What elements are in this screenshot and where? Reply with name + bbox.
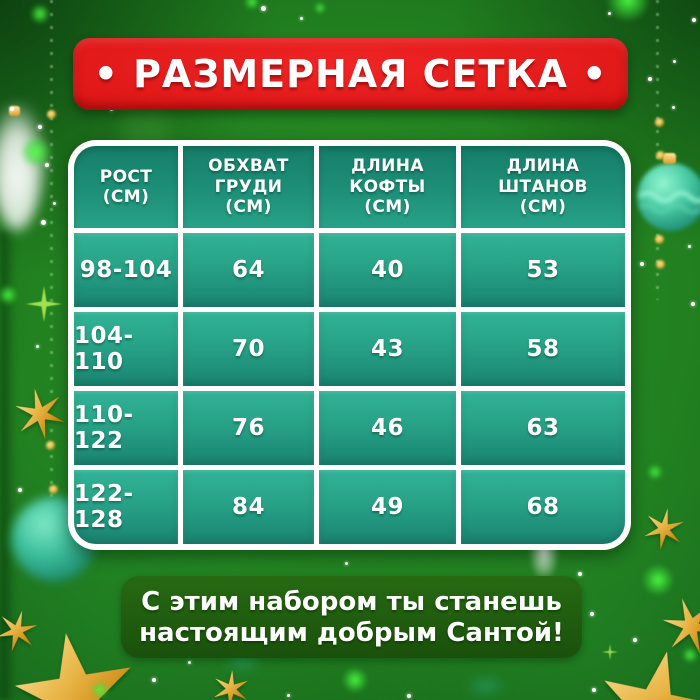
table-header-chest: ОБХВАТ ГРУДИ (СМ) [183, 146, 314, 228]
table-cell: 64 [183, 233, 314, 307]
size-table: РОСТ (СМ) ОБХВАТ ГРУДИ (СМ) ДЛИНА КОФТЫ … [68, 140, 631, 550]
sparkle-dot [261, 6, 266, 11]
header-line: РОСТ [99, 166, 153, 187]
header-line: (СМ) [364, 197, 411, 218]
gold-bead-icon [656, 151, 665, 160]
bead-string-icon [50, 0, 53, 505]
sparkle-dot [633, 638, 637, 642]
bokeh-light-icon [91, 681, 109, 699]
header-line: ДЛИНА [351, 156, 424, 177]
sparkle-dot [53, 202, 56, 205]
gold-star-icon [15, 388, 65, 440]
sparkle-dot [45, 163, 49, 167]
sparkle-dot [688, 245, 691, 248]
table-cell: 43 [319, 312, 456, 386]
header-line: ОБХВАТ [208, 156, 289, 177]
bokeh-light-icon [682, 647, 698, 663]
table-header-pants-length: ДЛИНА ШТАНОВ (СМ) [461, 146, 625, 228]
sparkle-dot [578, 572, 582, 576]
gold-bead-icon [655, 118, 664, 127]
bauble-cap-icon [663, 153, 676, 164]
table-cell: 70 [183, 312, 314, 386]
gold-bead-icon [655, 235, 664, 244]
footer-line2: настоящим добрым Сантой! [139, 617, 564, 648]
bokeh-light-icon [0, 285, 18, 305]
title-banner: • РАЗМЕРНАЯ СЕТКА • [73, 38, 628, 110]
sparkle-dot [672, 106, 675, 109]
footer-note: С этим набором ты станешь настоящим добр… [121, 576, 582, 658]
sparkle-dot [41, 220, 46, 225]
sparkle-dot [188, 661, 191, 664]
header-line: (СМ) [102, 187, 150, 207]
bokeh-light-icon [30, 4, 50, 24]
christmas-ball-icon [637, 163, 700, 231]
gold-bead-icon [49, 485, 58, 494]
table-cell: 40 [319, 233, 456, 307]
gold-star-icon [14, 633, 131, 700]
sparkle-dot [673, 60, 676, 63]
table-cell: 58 [461, 312, 625, 386]
header-line: ДЛИНА [506, 156, 580, 177]
sparkle-dot [300, 17, 303, 20]
sparkle-dot [287, 694, 290, 697]
table-header-height: РОСТ (СМ) [74, 146, 178, 228]
sparkle-dot [608, 12, 611, 15]
teal-glow [225, 654, 261, 670]
header-line: КОФТЫ [349, 176, 426, 197]
bead-string-icon [656, 0, 659, 300]
sparkle-dot [152, 678, 156, 682]
table-cell: 122-128 [74, 470, 178, 544]
gold-bead-icon [656, 260, 665, 269]
bokeh-light-icon [244, 0, 260, 10]
gold-star-icon [644, 508, 684, 550]
table-header-sweater-length: ДЛИНА КОФТЫ (СМ) [319, 146, 456, 228]
gold-bead-icon [46, 441, 55, 450]
sparkle-dot [18, 488, 22, 492]
footer-line1: С этим набором ты станешь [141, 586, 562, 617]
gold-star-icon [662, 598, 700, 654]
sparkle-icon [26, 286, 62, 322]
header-line: (СМ) [519, 197, 567, 218]
header-line: ГРУДИ [214, 176, 283, 197]
gold-star-icon [213, 670, 249, 700]
table-cell: 110-122 [74, 391, 178, 465]
table-cell: 63 [461, 391, 625, 465]
gold-bead-icon [47, 110, 56, 119]
sparkle-dot [10, 107, 14, 111]
sparkle-dot [640, 262, 644, 266]
sparkle-dot [345, 562, 348, 565]
sparkle-dot [38, 125, 42, 129]
table-cell: 84 [183, 470, 314, 544]
header-line: ШТАНОВ [498, 176, 588, 197]
bokeh-light-icon [606, 0, 650, 22]
ball-wave-pattern [637, 190, 700, 215]
bokeh-light-icon [20, 136, 52, 168]
table-cell: 49 [319, 470, 456, 544]
sparkle-dot [407, 694, 411, 698]
bokeh-light-icon [642, 564, 674, 596]
teal-glow [465, 678, 507, 694]
sparkle-dot [592, 688, 596, 692]
sparkle-dot [648, 77, 652, 81]
sparkle-dot [691, 302, 695, 306]
page-title: • РАЗМЕРНАЯ СЕТКА • [93, 52, 608, 96]
sparkle-dot [36, 345, 39, 348]
table-cell: 68 [461, 470, 625, 544]
table-cell: 53 [461, 233, 625, 307]
gold-star-icon [0, 610, 38, 652]
header-line: (СМ) [225, 197, 272, 218]
sparkle-dot [590, 612, 594, 616]
table-cell: 46 [319, 391, 456, 465]
left-shadow-strip [0, 230, 16, 700]
bauble-cap-icon [9, 106, 20, 116]
table-cell: 76 [183, 391, 314, 465]
bokeh-light-icon [647, 464, 663, 480]
table-cell: 104-110 [74, 312, 178, 386]
sparkle-dot [692, 18, 696, 22]
table-cell: 98-104 [74, 233, 178, 307]
sparkle-icon [602, 644, 618, 660]
bokeh-light-icon [342, 667, 368, 693]
bokeh-light-icon [314, 2, 326, 14]
